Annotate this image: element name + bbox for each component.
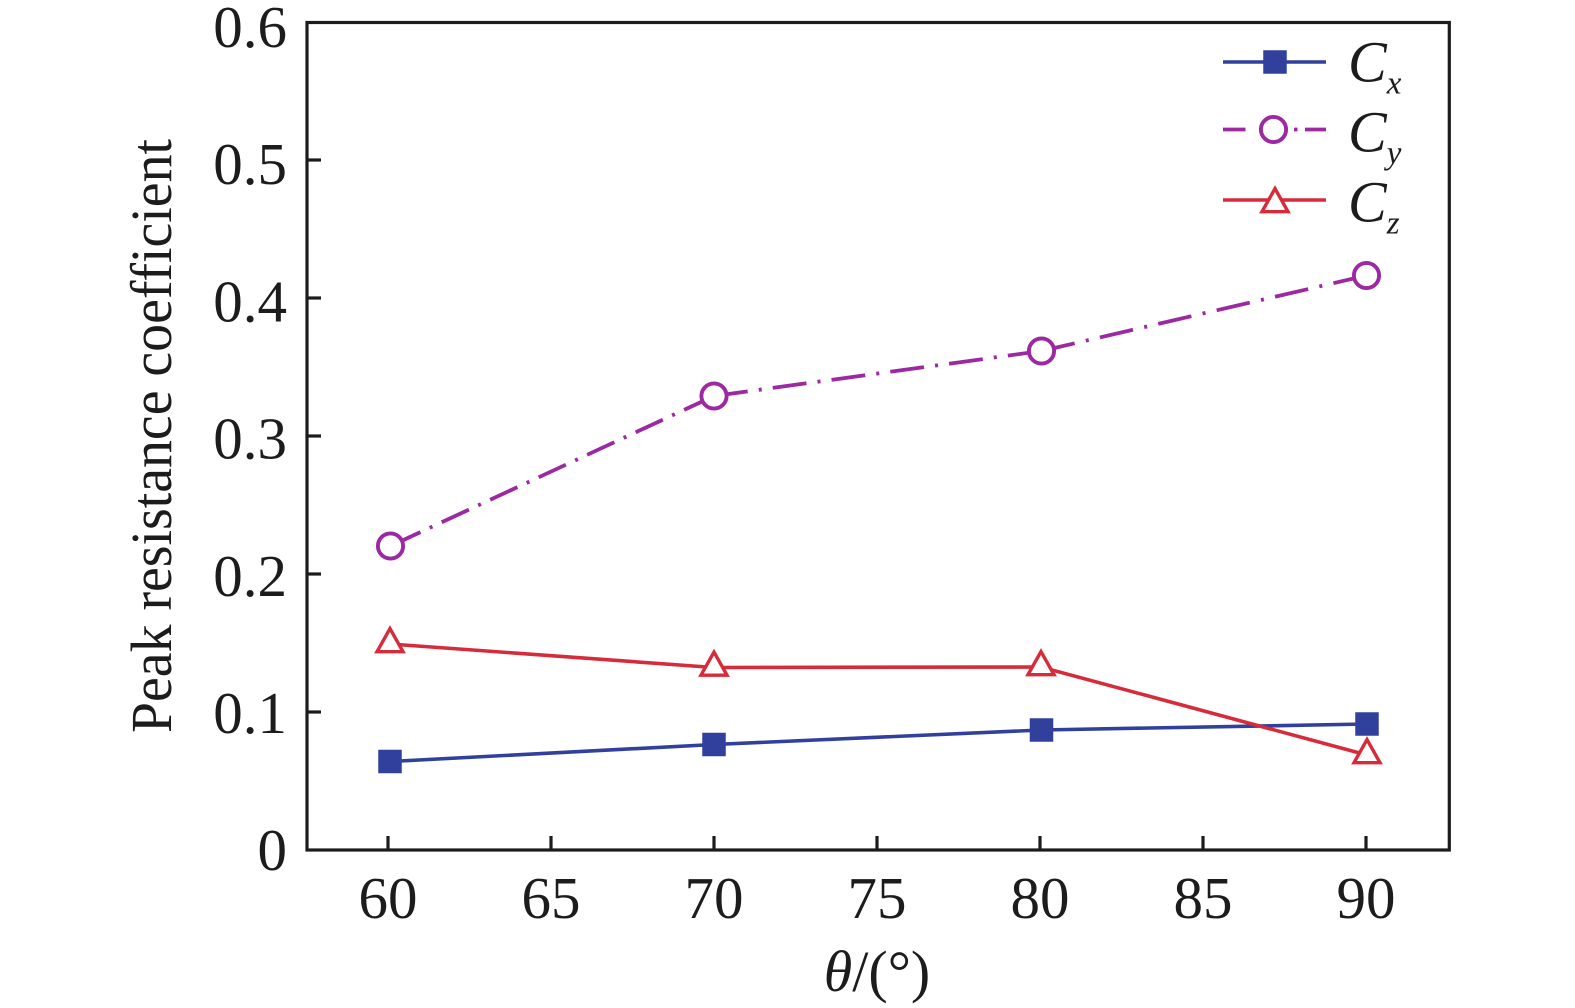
svg-text:0.5: 0.5 (213, 131, 287, 197)
svg-text:70: 70 (685, 865, 744, 931)
svg-text:Peak resistance coefficient: Peak resistance coefficient (119, 139, 184, 733)
svg-text:90: 90 (1337, 865, 1396, 931)
svg-text:0.6: 0.6 (213, 0, 287, 60)
svg-text:Cx: Cx (1348, 30, 1402, 102)
svg-text:0.4: 0.4 (213, 269, 287, 335)
svg-text:80: 80 (1011, 865, 1070, 931)
svg-text:0.1: 0.1 (213, 680, 287, 746)
svg-text:0.3: 0.3 (213, 406, 287, 472)
svg-text:θ/(°): θ/(°) (824, 939, 930, 1004)
svg-text:65: 65 (522, 865, 581, 931)
svg-text:85: 85 (1174, 865, 1233, 931)
svg-text:60: 60 (359, 865, 418, 931)
svg-text:75: 75 (848, 865, 907, 931)
svg-text:0.2: 0.2 (213, 543, 287, 609)
svg-text:0: 0 (258, 817, 288, 883)
